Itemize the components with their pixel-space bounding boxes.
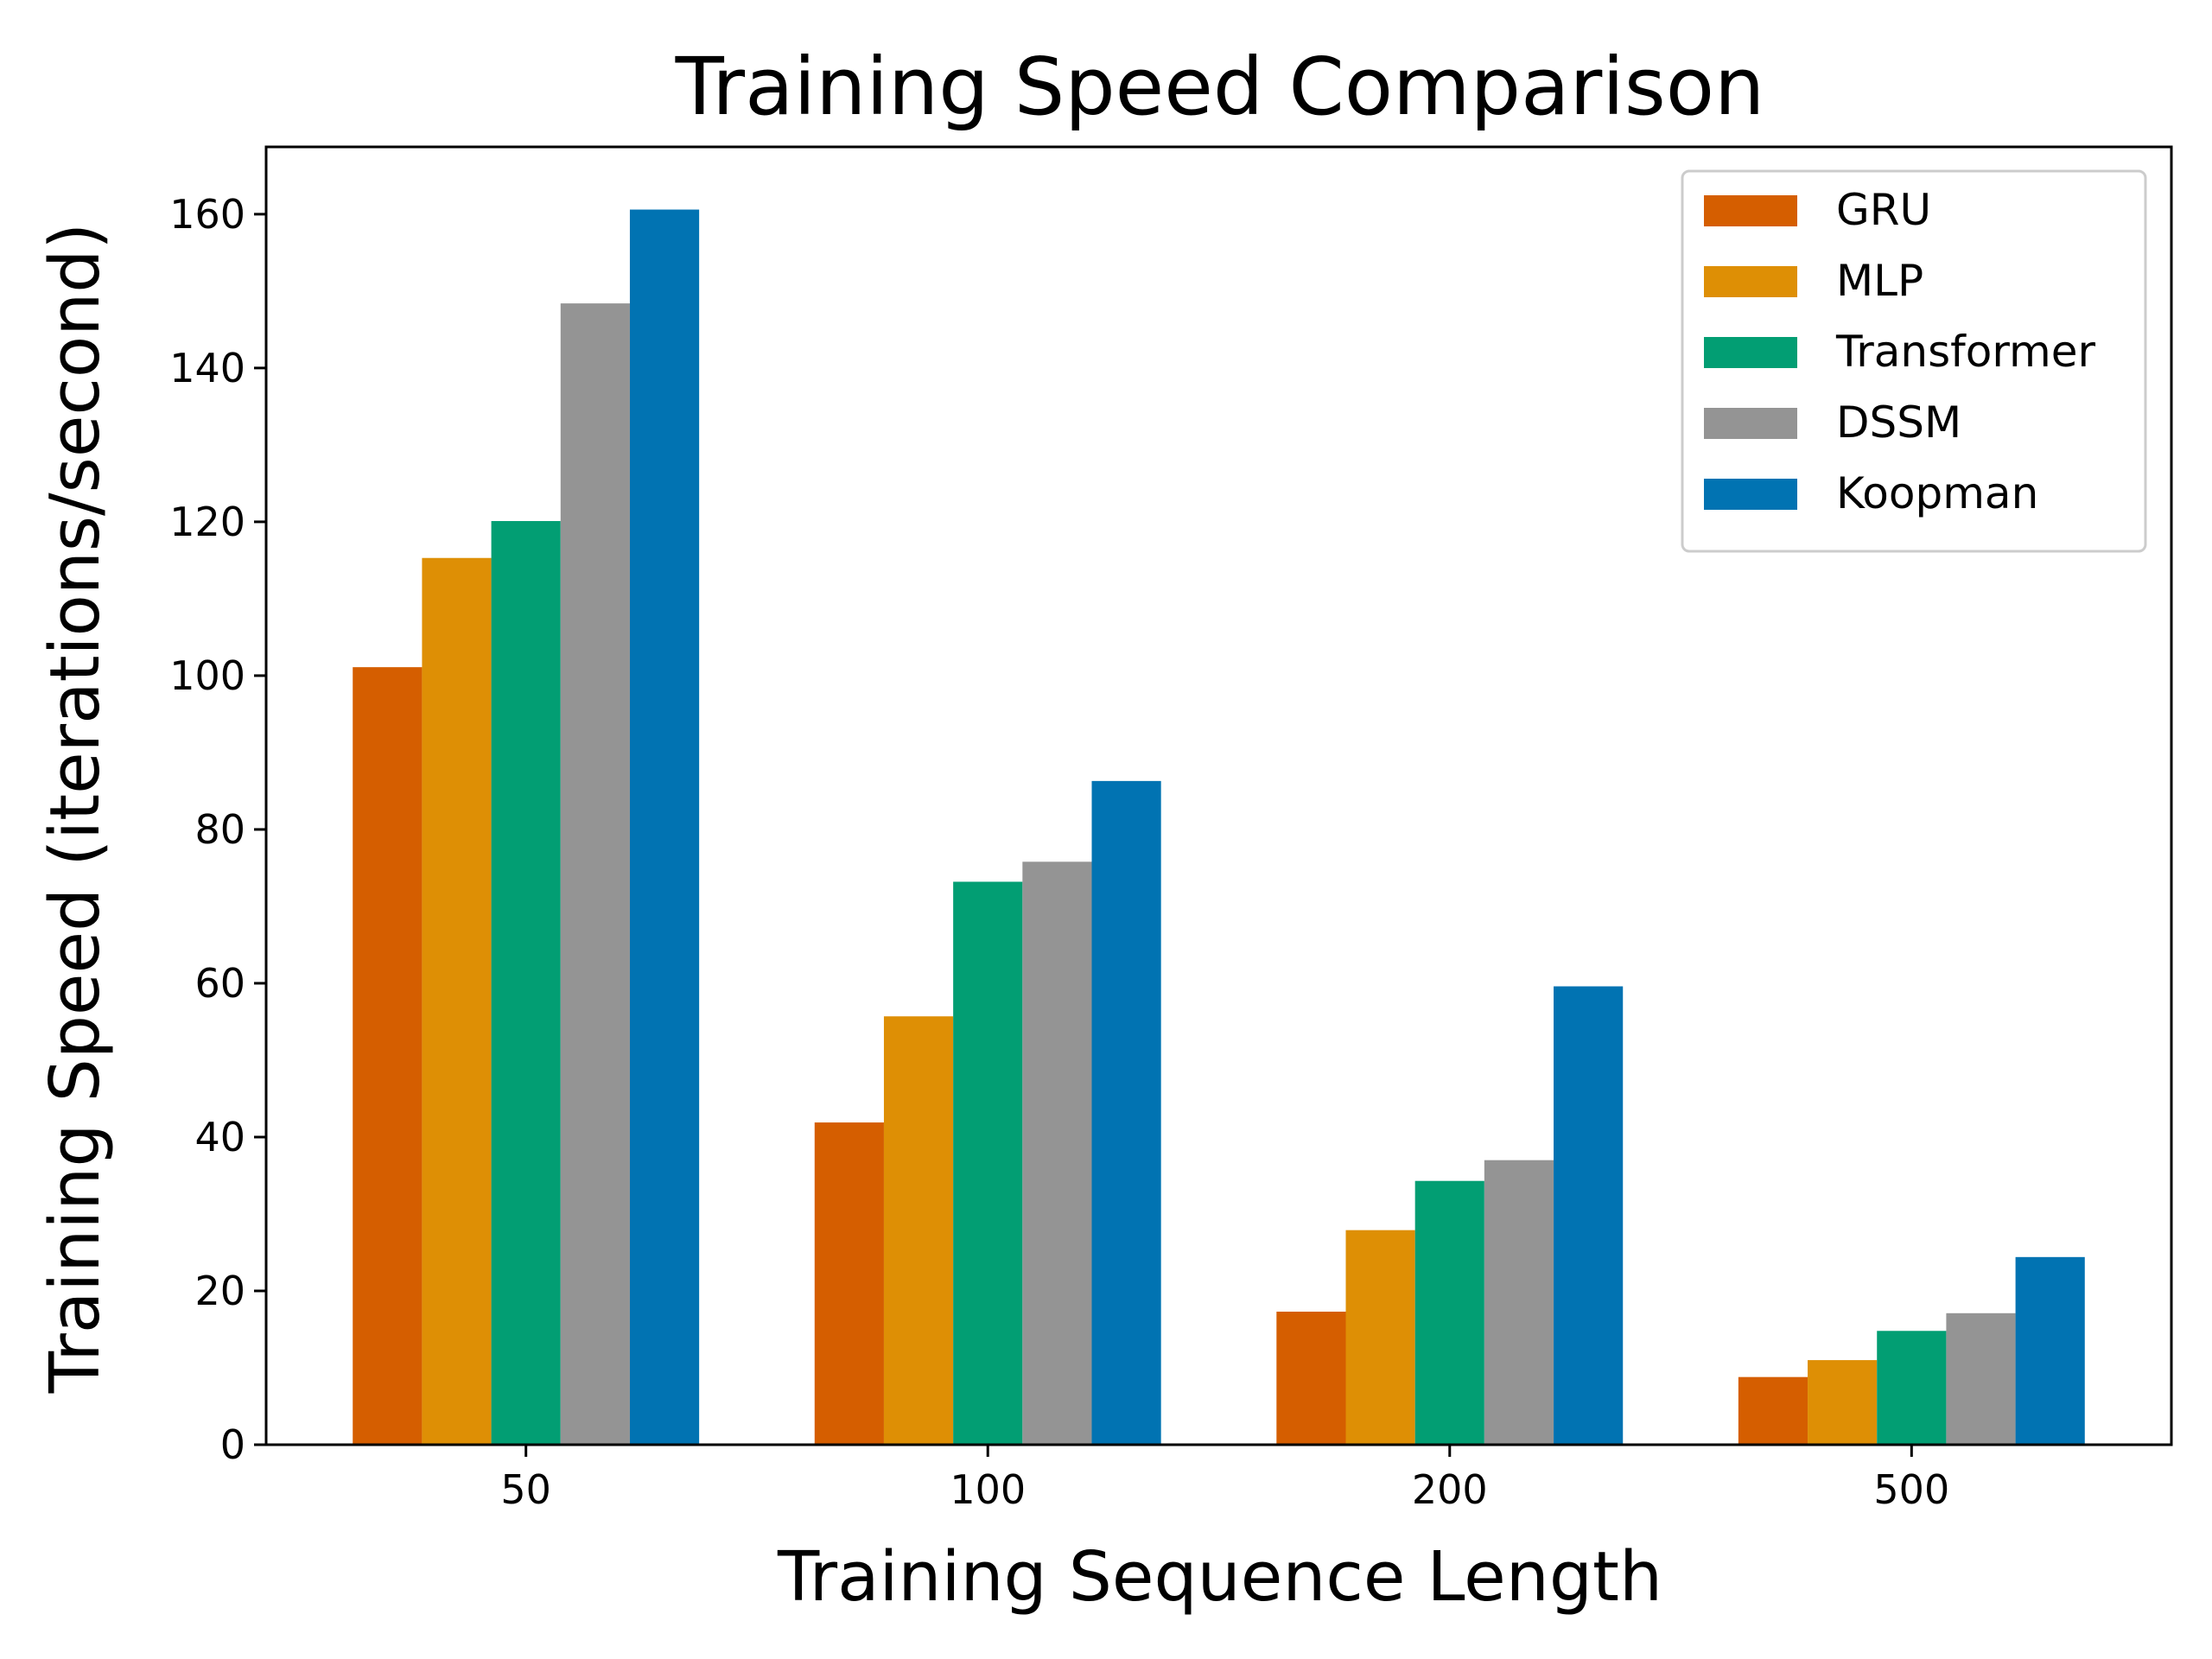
bar-gru-200 — [1276, 1312, 1346, 1445]
legend-swatch-gru — [1704, 195, 1797, 226]
x-tick-label: 50 — [500, 1466, 551, 1513]
legend-label-gru: GRU — [1836, 185, 1931, 235]
y-tick-label: 80 — [194, 806, 245, 853]
bar-koopman-500 — [2015, 1256, 2085, 1445]
bar-mlp-50 — [422, 557, 492, 1445]
x-axis-ticks: 50 100 200 500 — [500, 1445, 1949, 1513]
bar-koopman-200 — [1554, 986, 1624, 1445]
bar-mlp-500 — [1808, 1360, 1878, 1445]
bar-koopman-100 — [1091, 780, 1161, 1445]
bar-dssm-500 — [1946, 1313, 2016, 1445]
y-tick-label: 160 — [169, 191, 245, 238]
bar-dssm-200 — [1484, 1160, 1554, 1445]
chart-title: Training Speed Comparison — [675, 41, 1765, 133]
y-tick-label: 20 — [194, 1268, 245, 1314]
bar-dssm-50 — [560, 303, 630, 1445]
x-tick-label: 100 — [950, 1466, 1026, 1513]
bar-gru-50 — [353, 667, 423, 1445]
bar-transformer-100 — [953, 881, 1023, 1445]
y-tick-label: 40 — [194, 1114, 245, 1160]
y-axis-label: Training Speed (iterations/second) — [35, 223, 115, 1395]
bar-mlp-200 — [1345, 1230, 1415, 1445]
x-tick-label: 500 — [1873, 1466, 1949, 1513]
x-axis-label: Training Sequence Length — [777, 1537, 1662, 1617]
bar-transformer-200 — [1414, 1180, 1484, 1445]
legend-label-koopman: Koopman — [1836, 468, 2038, 518]
legend-label-mlp: MLP — [1836, 256, 1923, 306]
legend-label-transformer: Transformer — [1835, 327, 2095, 377]
bar-transformer-50 — [491, 521, 561, 1446]
plot-area-frame — [264, 145, 2173, 1446]
bar-dssm-100 — [1022, 861, 1092, 1445]
bar-mlp-100 — [883, 1016, 954, 1445]
legend-swatch-mlp — [1704, 266, 1797, 297]
legend-label-dssm: DSSM — [1836, 397, 1961, 448]
legend-swatch-dssm — [1704, 408, 1797, 439]
x-tick-label: 200 — [1412, 1466, 1488, 1513]
legend: GRU MLP Transformer DSSM Koopman — [1681, 169, 2147, 553]
y-tick-label: 60 — [194, 960, 245, 1007]
y-tick-label: 120 — [169, 499, 245, 545]
legend-frame — [1681, 169, 2147, 553]
bar-koopman-50 — [629, 209, 700, 1446]
legend-swatch-transformer — [1704, 337, 1797, 368]
bar-transformer-500 — [1877, 1331, 1947, 1445]
legend-swatch-koopman — [1704, 479, 1797, 510]
y-tick-label: 0 — [220, 1421, 245, 1468]
y-tick-label: 140 — [169, 345, 245, 391]
y-axis-ticks: 0 20 40 60 80 100 120 140 160 — [169, 191, 266, 1468]
y-tick-label: 100 — [169, 652, 245, 699]
bar-gru-100 — [814, 1122, 884, 1445]
bars-group — [353, 209, 2085, 1446]
bar-gru-500 — [1738, 1376, 1808, 1445]
